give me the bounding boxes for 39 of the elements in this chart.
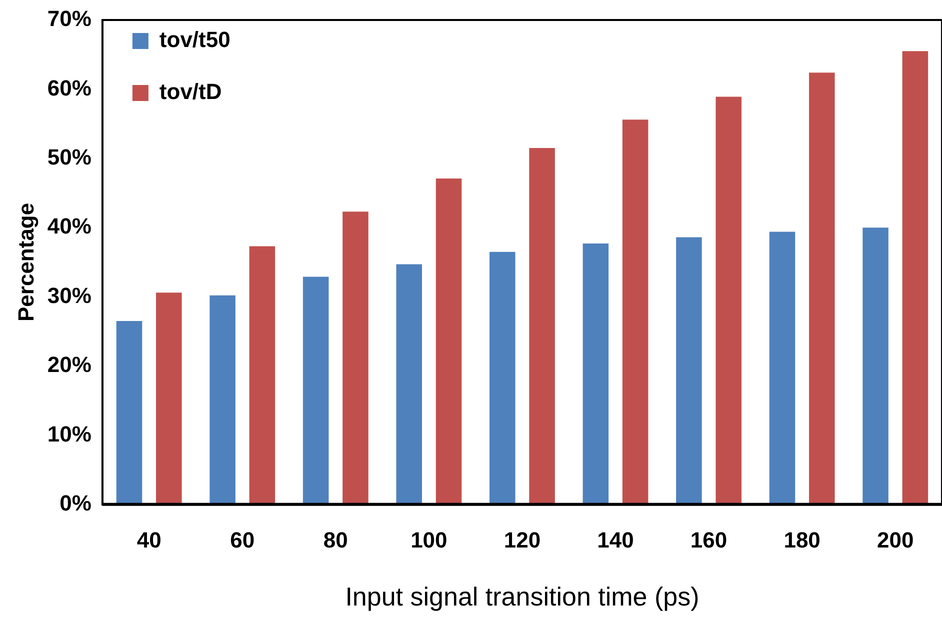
legend-label: tov/t50 bbox=[159, 27, 230, 52]
y-tick-label: 50% bbox=[47, 144, 92, 170]
bar bbox=[342, 212, 368, 504]
x-tick-label: 180 bbox=[784, 528, 820, 553]
bar bbox=[210, 295, 236, 504]
y-tick-label: 40% bbox=[47, 214, 92, 239]
legend-label: tov/tD bbox=[159, 79, 222, 104]
y-tick-label: 70% bbox=[47, 6, 92, 32]
bar bbox=[436, 178, 462, 504]
bar bbox=[676, 237, 702, 504]
bar bbox=[582, 244, 609, 504]
bar bbox=[156, 292, 182, 504]
x-tick-label: 60 bbox=[230, 528, 255, 553]
x-tick-label: 120 bbox=[504, 528, 541, 553]
bar bbox=[622, 120, 648, 504]
y-tick-label: 20% bbox=[47, 352, 92, 378]
bar bbox=[249, 246, 276, 504]
x-tick-label: 140 bbox=[597, 528, 634, 553]
x-tick-label: 40 bbox=[136, 528, 162, 553]
y-tick-label: 10% bbox=[47, 421, 92, 446]
bar bbox=[116, 321, 142, 504]
bar bbox=[490, 252, 516, 504]
y-tick-label: 30% bbox=[47, 282, 92, 308]
bar bbox=[529, 148, 555, 504]
x-tick-label: 80 bbox=[323, 528, 348, 553]
bar bbox=[396, 264, 422, 504]
x-axis-title: Input signal transition time (ps) bbox=[345, 582, 700, 612]
x-tick-label: 200 bbox=[877, 528, 914, 553]
bar bbox=[862, 228, 888, 504]
bar bbox=[769, 232, 796, 504]
bar bbox=[302, 276, 329, 504]
bar bbox=[716, 96, 742, 504]
x-tick-label: 160 bbox=[690, 528, 728, 553]
bar bbox=[809, 72, 835, 504]
y-axis-title: Percentage bbox=[13, 202, 38, 322]
x-tick-label: 100 bbox=[410, 528, 448, 553]
y-tick-label: 60% bbox=[47, 75, 92, 100]
y-tick-label: 0% bbox=[60, 490, 92, 516]
bar bbox=[902, 51, 928, 504]
